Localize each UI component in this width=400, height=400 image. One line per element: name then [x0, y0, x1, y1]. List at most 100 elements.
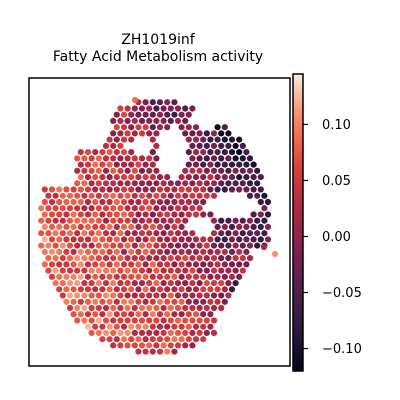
- spot: [221, 236, 228, 243]
- spot: [138, 342, 146, 349]
- colorbar-tick-label: −0.10: [322, 342, 362, 357]
- spot: [246, 217, 254, 224]
- spot: [66, 267, 74, 274]
- spot: [196, 329, 203, 336]
- spot: [153, 192, 160, 199]
- spot: [192, 136, 200, 143]
- spot: [236, 273, 243, 280]
- spot: [95, 317, 102, 324]
- spot: [88, 167, 95, 174]
- spot: [120, 248, 128, 255]
- spot: [232, 230, 239, 237]
- spot: [160, 205, 167, 212]
- spot: [38, 230, 45, 237]
- spot: [124, 130, 131, 137]
- spot: [218, 167, 225, 174]
- spot: [196, 317, 203, 324]
- spot: [164, 323, 171, 330]
- spot: [124, 292, 131, 299]
- spot: [264, 223, 272, 230]
- spot: [207, 186, 214, 193]
- spot: [160, 192, 167, 199]
- spot: [92, 149, 99, 156]
- spot: [88, 217, 95, 224]
- spot: [153, 329, 160, 336]
- spot: [88, 304, 95, 312]
- colorbar-tick-label: −0.05: [322, 286, 362, 301]
- spot: [192, 211, 200, 218]
- spot: [77, 311, 84, 318]
- spot: [264, 236, 272, 243]
- spot: [102, 217, 110, 224]
- spot: [110, 180, 117, 187]
- spot: [131, 217, 138, 224]
- spot: [192, 236, 200, 243]
- spot: [243, 149, 250, 156]
- spot: [99, 223, 106, 230]
- spot: [92, 248, 99, 255]
- spot: [95, 329, 102, 336]
- spot: [131, 180, 138, 187]
- spot: [243, 161, 250, 168]
- spot: [146, 255, 153, 262]
- spot: [153, 105, 160, 112]
- spot: [160, 117, 167, 124]
- spot: [102, 142, 110, 149]
- spot: [218, 280, 225, 287]
- spot: [228, 223, 236, 230]
- spot: [120, 286, 128, 293]
- spot: [110, 292, 117, 299]
- spot: [221, 261, 228, 268]
- spot: [113, 273, 120, 280]
- spot: [106, 286, 113, 293]
- spot: [74, 317, 81, 324]
- spot: [88, 317, 95, 324]
- spot: [102, 292, 110, 299]
- spot: [146, 267, 153, 274]
- spot: [203, 192, 210, 199]
- spot: [160, 230, 167, 237]
- spot: [38, 205, 45, 212]
- spot: [138, 317, 146, 324]
- spot: [70, 273, 77, 280]
- spot: [66, 205, 74, 212]
- spot: [110, 117, 117, 124]
- spot: [128, 198, 135, 206]
- spot: [167, 329, 174, 336]
- spot: [149, 186, 156, 193]
- spot: [232, 267, 239, 274]
- spot: [113, 149, 120, 156]
- spot: [210, 130, 218, 137]
- spot: [84, 298, 92, 305]
- colorbar-ticks: 0.10 0.05 0.00 −0.05 −0.10: [303, 118, 362, 357]
- spot: [131, 230, 138, 237]
- spot: [192, 174, 200, 181]
- spot: [167, 292, 174, 299]
- spot: [243, 174, 250, 181]
- spot: [113, 161, 120, 168]
- spot: [178, 261, 185, 268]
- spot: [160, 255, 167, 262]
- spot: [142, 161, 149, 168]
- spot: [92, 298, 99, 305]
- spatial-spots: [38, 96, 279, 355]
- spot: [70, 223, 77, 230]
- spot: [149, 236, 156, 243]
- spot: [117, 329, 124, 336]
- spot: [124, 267, 131, 274]
- spot: [167, 317, 174, 324]
- spot: [243, 186, 250, 193]
- spot: [99, 149, 106, 156]
- spot: [84, 174, 92, 181]
- spot: [149, 111, 156, 118]
- spot: [189, 342, 196, 349]
- spot: [153, 117, 160, 124]
- spot: [45, 192, 52, 199]
- spot: [228, 236, 236, 243]
- spot: [113, 111, 120, 118]
- spot: [182, 230, 189, 237]
- spot: [243, 261, 250, 268]
- spot: [120, 111, 128, 118]
- spot: [138, 304, 146, 312]
- spot: [156, 348, 164, 355]
